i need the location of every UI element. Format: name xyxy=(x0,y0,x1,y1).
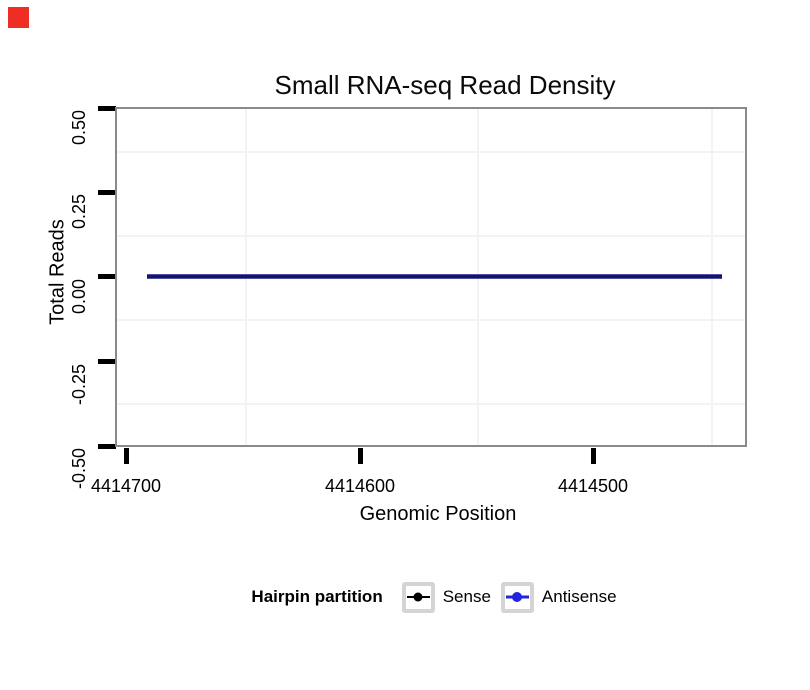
y-tick-mark xyxy=(98,190,116,195)
legend-label-sense: Sense xyxy=(442,587,491,606)
plot-panel xyxy=(115,107,747,447)
sense-point-icon xyxy=(413,592,423,602)
antisense-point-icon xyxy=(512,592,523,602)
legend-title: Hairpin partition xyxy=(251,587,383,606)
legend-label-antisense: Antisense xyxy=(541,587,617,606)
x-tick-label: 4414500 xyxy=(557,476,629,496)
x-tick-mark xyxy=(591,448,596,464)
y-tick-mark xyxy=(98,274,116,279)
y-tick-mark xyxy=(98,444,116,449)
y-tick-label: 0.50 xyxy=(69,110,89,146)
y-tick-label: 0.25 xyxy=(69,194,89,230)
y-axis-title: Total Reads xyxy=(46,219,69,325)
read-density-line-sense-antisense xyxy=(147,275,722,278)
minor-gridline-horizontal xyxy=(117,319,745,321)
x-tick-mark xyxy=(124,448,129,464)
x-tick-label: 4414700 xyxy=(90,476,162,496)
x-tick-mark xyxy=(358,448,363,464)
y-tick-label: -0.25 xyxy=(69,364,89,406)
legend-key-sense xyxy=(401,581,435,613)
x-axis-title: Genomic Position xyxy=(359,503,517,525)
x-tick-label: 4414600 xyxy=(324,476,396,496)
legend: Hairpin partition Sense Antisense xyxy=(114,580,754,614)
minor-gridline-horizontal xyxy=(117,151,745,153)
y-tick-mark xyxy=(98,359,116,364)
minor-gridline-horizontal xyxy=(117,235,745,237)
plot-title: Small RNA-seq Read Density xyxy=(274,70,616,100)
minor-gridline-horizontal xyxy=(117,403,745,405)
y-tick-label: 0.00 xyxy=(69,279,89,315)
y-tick-mark xyxy=(98,106,116,111)
red-square-marker xyxy=(8,7,29,28)
legend-key-antisense xyxy=(500,581,534,613)
